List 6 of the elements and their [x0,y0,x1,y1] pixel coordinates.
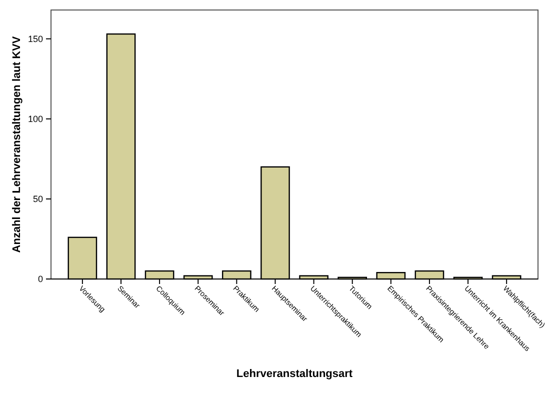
y-tick-label: 150 [28,34,43,44]
y-tick-label: 100 [28,114,43,124]
y-axis-title: Anzahl der Lehrveranstaltungen laut KVV [11,36,23,253]
x-axis-title: Lehrveranstaltungsart [236,368,353,380]
y-tick-label: 0 [38,274,43,284]
y-tick-label: 50 [32,194,43,204]
